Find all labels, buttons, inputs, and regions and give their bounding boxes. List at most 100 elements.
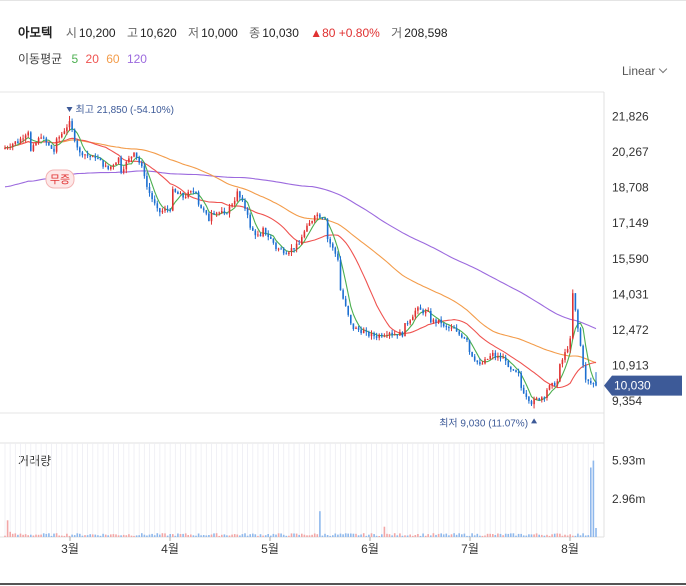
volume-bar — [510, 533, 512, 537]
candle-body — [313, 216, 316, 222]
volume-bar — [89, 534, 91, 537]
ma-120-line — [4, 170, 597, 330]
candle-body — [221, 211, 223, 213]
volume-bar — [22, 534, 24, 537]
volume-bar — [525, 535, 528, 537]
candle-body — [404, 323, 406, 337]
candle-body — [264, 227, 267, 235]
candle-body — [502, 357, 504, 359]
low-annotation: 최저 9,030 (11.07%) — [439, 417, 528, 429]
volume-bar — [528, 534, 530, 537]
volume-bar — [231, 534, 233, 537]
volume-bar — [337, 534, 339, 537]
candle-body — [270, 237, 272, 239]
volume-bar — [205, 535, 208, 537]
candle-body — [200, 204, 202, 209]
volume-bar — [404, 535, 406, 537]
volume-bar — [308, 535, 311, 537]
candle-body — [120, 157, 122, 173]
candle-body — [94, 156, 97, 159]
candle-body — [561, 359, 564, 365]
volume-bar — [213, 533, 215, 537]
volume-bar — [270, 535, 272, 537]
price-tick-label: 17,149 — [612, 216, 649, 230]
candle-body — [228, 206, 231, 214]
moving-average-legend[interactable]: 이동평균 5 20 60 120 — [18, 50, 151, 67]
volume-bar — [533, 534, 535, 537]
candle-body — [399, 332, 401, 336]
volume-bar — [360, 534, 362, 537]
candle-body — [246, 208, 249, 215]
candle-body — [107, 165, 109, 170]
candle-body — [455, 328, 458, 332]
candle-body — [419, 307, 422, 310]
volume-bar — [97, 535, 99, 537]
volume-bar — [17, 534, 19, 537]
candle-body — [471, 352, 473, 357]
volume-bar — [24, 534, 27, 537]
volume-bar — [156, 533, 159, 537]
volume-bar — [151, 533, 153, 537]
volume-bar — [424, 535, 427, 537]
candle-body — [468, 340, 471, 352]
candle-body — [332, 243, 334, 248]
candle-body — [448, 326, 450, 329]
volume-bar — [572, 535, 574, 537]
volume-bar — [417, 534, 419, 537]
volume-bar — [306, 535, 308, 537]
volume-bar — [164, 533, 166, 537]
volume-bar — [190, 534, 192, 537]
candle-body — [538, 398, 540, 400]
volume-bar — [427, 534, 429, 537]
candle-body — [133, 152, 135, 157]
volume-bar — [381, 534, 383, 537]
candle-body — [241, 197, 244, 201]
close-value: 10,030 — [262, 26, 299, 40]
candle-body — [128, 158, 130, 162]
volume-bar — [241, 534, 244, 537]
volume-bar — [161, 533, 164, 537]
volume-bar — [378, 536, 380, 537]
candle-body — [143, 166, 146, 177]
volume-bar — [301, 533, 303, 537]
volume-bar — [551, 534, 553, 537]
candle-body — [368, 332, 370, 337]
candle-body — [437, 319, 440, 323]
candle-body — [252, 227, 254, 231]
volume-bar — [556, 533, 559, 537]
volume-bar — [342, 534, 344, 537]
candle-body — [192, 191, 195, 193]
volume-bar — [517, 533, 520, 537]
candle-body — [182, 193, 184, 198]
time-tick-label: 4월 — [161, 542, 179, 556]
volume-bar — [396, 535, 399, 537]
volume-bar — [409, 534, 411, 537]
volume-bar — [14, 533, 17, 537]
volume-bar — [316, 534, 319, 537]
volume-bar — [569, 534, 571, 537]
volume-bar — [412, 535, 414, 537]
volume-bar — [246, 535, 249, 537]
volume-bar — [179, 534, 182, 537]
volume-bar — [329, 535, 331, 537]
volume-bar — [239, 535, 241, 537]
volume-bar — [368, 534, 370, 537]
volume-bar — [365, 535, 368, 537]
volume-bar — [350, 533, 352, 537]
volume-bar — [208, 535, 210, 537]
volume-bar — [104, 534, 107, 537]
volume-bar — [339, 533, 342, 537]
volume-bar — [169, 534, 171, 537]
candle-body — [324, 218, 326, 220]
scale-toggle-button[interactable]: Linear — [622, 64, 668, 78]
volume-bar — [515, 535, 517, 537]
volume-bar — [174, 535, 177, 537]
candle-body — [55, 138, 58, 152]
candle-body — [319, 214, 321, 218]
volume-bar — [448, 535, 450, 537]
volume-bar — [221, 534, 223, 537]
volume-bar — [481, 535, 484, 537]
candle-body — [484, 359, 486, 364]
volume-bar — [71, 534, 73, 537]
